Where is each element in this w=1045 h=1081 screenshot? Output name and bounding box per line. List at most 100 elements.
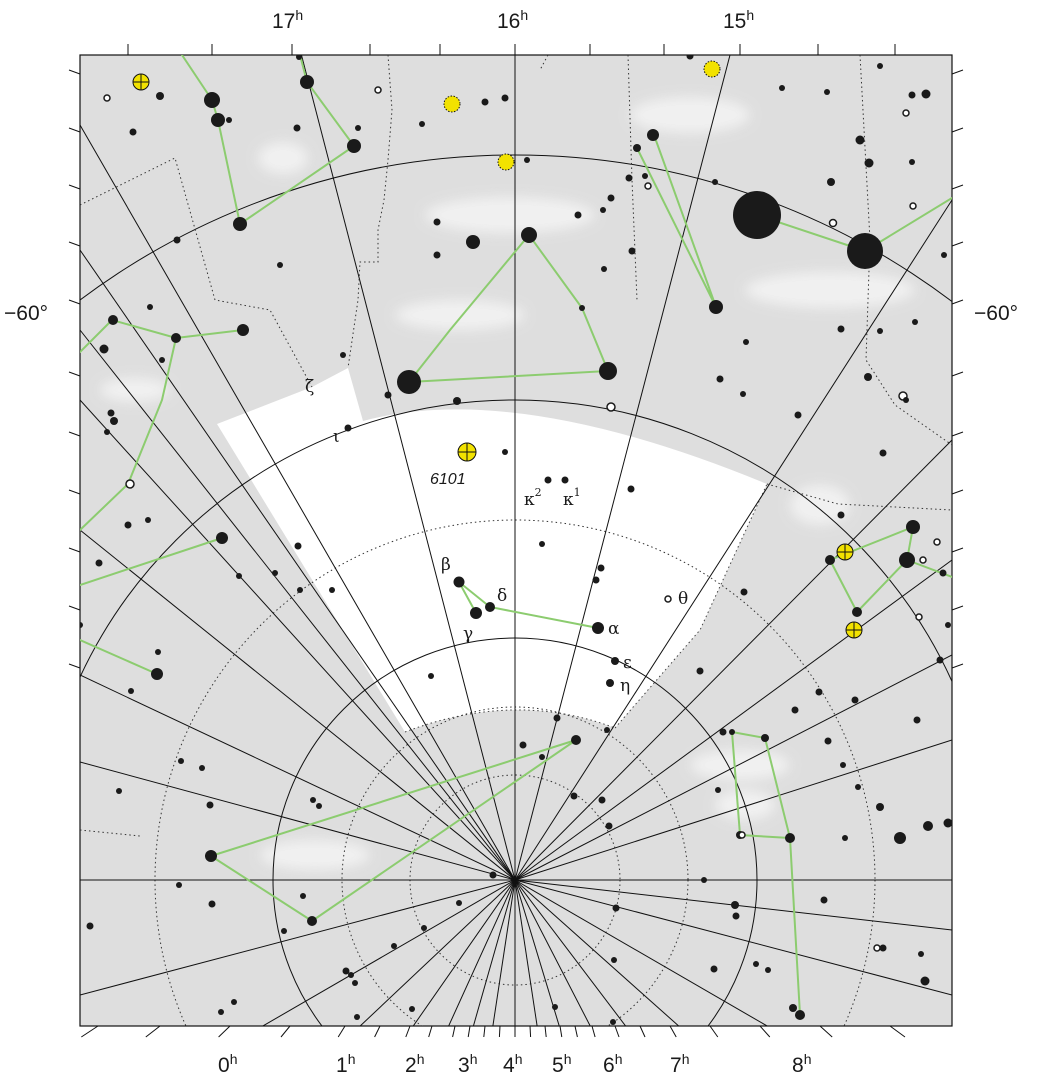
- hour-line: [412, 879, 516, 1026]
- star: [226, 117, 232, 123]
- star: [574, 211, 582, 219]
- frame-tick: [951, 299, 964, 305]
- star: [612, 904, 620, 912]
- hour-label-1: 1h: [336, 1051, 355, 1077]
- star: [329, 587, 335, 593]
- star: [485, 602, 495, 612]
- star: [592, 622, 604, 634]
- star: [293, 124, 301, 132]
- star: [216, 532, 228, 544]
- star: [129, 128, 137, 136]
- star: [354, 1014, 360, 1020]
- star: [110, 417, 118, 425]
- star: [864, 158, 874, 168]
- hour-line: [472, 879, 516, 1026]
- star: [502, 449, 508, 455]
- star: [211, 113, 225, 127]
- frame-tick: [81, 1025, 99, 1038]
- star: [233, 217, 247, 231]
- star: [104, 429, 110, 435]
- star: [943, 818, 952, 828]
- bottom-hour-labels: 0h 1h 2h 3h 4h 5h 6h 7h 8h: [218, 1051, 811, 1077]
- hour-line: [492, 879, 516, 1026]
- star: [519, 741, 527, 749]
- frame-tick: [68, 299, 81, 305]
- hour-line: [514, 879, 627, 1026]
- star: [625, 174, 633, 182]
- star-label-eta: η: [620, 676, 630, 696]
- star: [600, 207, 606, 213]
- star: [605, 822, 613, 830]
- star: [598, 796, 606, 804]
- hour-label-3: 3h: [458, 1051, 477, 1077]
- variable-star: [374, 86, 382, 94]
- star: [344, 424, 352, 432]
- star: [779, 85, 785, 91]
- frame-tick: [68, 127, 81, 133]
- star: [606, 679, 614, 687]
- star: [145, 517, 151, 523]
- star: [159, 357, 165, 363]
- frame-tick: [467, 1025, 471, 1038]
- hour-line: [80, 124, 516, 881]
- star: [86, 922, 94, 930]
- hour-line: [80, 249, 516, 881]
- frame-tick: [452, 1025, 456, 1038]
- hour-line: [514, 654, 952, 881]
- star: [501, 94, 509, 102]
- variable-star: [738, 831, 746, 839]
- frame-tick: [68, 184, 81, 190]
- star: [877, 328, 883, 334]
- star: [785, 833, 795, 843]
- star: [604, 727, 610, 733]
- star: [628, 247, 636, 255]
- star: [433, 251, 441, 259]
- variable-star: [606, 402, 616, 412]
- star: [300, 893, 306, 899]
- star: [945, 622, 951, 628]
- star: [281, 928, 287, 934]
- hour-line: [300, 55, 516, 881]
- star-label-beta: β: [441, 555, 451, 575]
- star-labels: ζ ι κ2 κ1 β δ γ α ε η θ: [305, 377, 688, 696]
- hour-line: [80, 399, 516, 881]
- star: [837, 511, 845, 519]
- star: [470, 607, 482, 619]
- star: [176, 882, 182, 888]
- hour-line: [514, 559, 952, 881]
- frame-tick: [951, 241, 964, 247]
- frame-tick: [337, 1025, 346, 1038]
- constellation-lines: [80, 55, 952, 1016]
- hour-label-16: 16h: [497, 7, 528, 33]
- star: [553, 714, 561, 722]
- star: [206, 801, 214, 809]
- star: [466, 235, 480, 249]
- frame-tick: [951, 184, 964, 190]
- frame-tick: [709, 1025, 719, 1038]
- star: [921, 89, 931, 99]
- star: [842, 835, 848, 841]
- star: [611, 957, 617, 963]
- star: [607, 194, 615, 202]
- star: [453, 397, 461, 405]
- frame-tick: [889, 1025, 906, 1038]
- frame-tick: [951, 663, 964, 669]
- frame-tick: [591, 1025, 596, 1038]
- variable-star: [125, 479, 135, 489]
- star: [355, 125, 361, 131]
- frame-tick: [559, 1025, 563, 1038]
- star: [855, 135, 865, 145]
- star-label-gamma: γ: [463, 624, 473, 644]
- frame-tick: [951, 547, 964, 553]
- star: [570, 792, 578, 800]
- star: [743, 339, 749, 345]
- star: [80, 622, 83, 628]
- star: [837, 325, 845, 333]
- frame-tick: [280, 1025, 291, 1038]
- star: [571, 735, 581, 745]
- milky-way-patches: [100, 97, 915, 870]
- star: [231, 999, 237, 1005]
- hour-label-4: 4h: [503, 1051, 522, 1077]
- frame-tick: [951, 431, 964, 437]
- hour-line: [514, 439, 952, 881]
